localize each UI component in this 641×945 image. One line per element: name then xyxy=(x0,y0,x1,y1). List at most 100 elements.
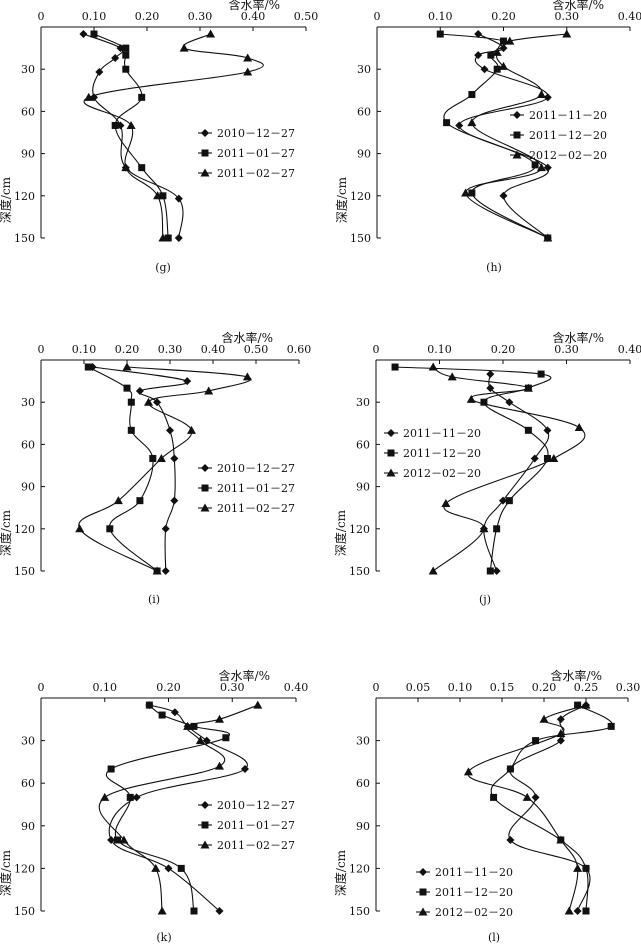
data-point-square xyxy=(487,51,495,59)
y-tick-label: 60 xyxy=(21,777,35,790)
data-point-triangle xyxy=(564,906,574,915)
data-point-diamond xyxy=(174,234,183,242)
data-point-triangle xyxy=(543,233,553,242)
data-point-diamond xyxy=(161,524,170,533)
y-tick-label: 60 xyxy=(356,777,370,790)
y-tick-label: 150 xyxy=(350,232,371,245)
chart-panel-j: 0 0.10 0.20 0.30 0.40 30 60 90 120 150 含水率/% 深度/cm 2… xyxy=(333,330,641,606)
chart-panel-g: 0 0.10 0.20 0.30 0.40 0.50 30 60 90 120 150 含水率/% 深度… xyxy=(0,0,318,274)
y-tick-label: 90 xyxy=(357,148,371,161)
data-point-diamond xyxy=(107,836,116,844)
panel-label: (k) xyxy=(156,931,171,944)
legend-marker xyxy=(513,131,521,139)
data-point-triangle xyxy=(144,397,153,406)
data-point-triangle xyxy=(479,524,489,533)
data-point-square xyxy=(127,426,135,434)
y-tick-label: 90 xyxy=(356,481,370,494)
x-tick-label: 0 xyxy=(38,343,45,356)
y-tick-label: 30 xyxy=(21,63,35,76)
series-line xyxy=(98,704,258,912)
data-point-triangle xyxy=(536,90,546,99)
data-point-square xyxy=(486,567,494,575)
data-point-triangle xyxy=(253,700,263,709)
data-point-square xyxy=(480,398,488,406)
data-point-square xyxy=(164,234,172,242)
x-tick-label: 0.30 xyxy=(555,10,580,23)
data-point-square xyxy=(543,454,551,462)
legend-marker xyxy=(201,484,209,492)
data-point-triangle xyxy=(195,736,205,745)
data-point-triangle xyxy=(573,863,583,872)
x-tick-label: 0 xyxy=(38,681,45,694)
y-tick-label: 120 xyxy=(349,862,370,875)
data-point-triangle xyxy=(215,714,224,723)
legend-marker xyxy=(201,821,209,829)
data-point-square xyxy=(537,370,545,378)
data-point-triangle xyxy=(113,496,123,505)
series-line xyxy=(83,33,184,239)
legend-label: 2012－02－20 xyxy=(403,467,481,480)
data-point-square xyxy=(468,189,476,197)
x-tick-label: 0.20 xyxy=(491,343,516,356)
data-point-square xyxy=(222,734,230,742)
x-tick-label: 0.40 xyxy=(241,10,266,23)
legend-marker xyxy=(418,907,428,916)
data-point-triangle xyxy=(441,498,451,507)
x-tick-label: 0.20 xyxy=(135,10,160,23)
series-line xyxy=(92,366,189,572)
x-tick-label: 0 xyxy=(374,10,381,23)
data-point-diamond xyxy=(543,426,552,435)
series-line xyxy=(93,33,169,239)
data-point-diamond xyxy=(499,496,507,505)
data-point-square xyxy=(138,93,146,101)
data-point-diamond xyxy=(153,398,162,407)
data-point-diamond xyxy=(170,496,179,505)
x-tick-label: 0.15 xyxy=(490,681,515,694)
legend-label: 2012－02－20 xyxy=(435,906,513,919)
y-tick-label: 150 xyxy=(349,565,370,578)
data-point-diamond xyxy=(111,53,120,62)
data-point-square xyxy=(122,65,130,73)
y-tick-label: 120 xyxy=(14,190,35,203)
data-point-square xyxy=(443,119,451,127)
data-point-square xyxy=(138,164,146,172)
y-tick-label: 90 xyxy=(21,481,35,494)
legend-marker xyxy=(201,464,209,472)
y-tick-label: 120 xyxy=(350,190,371,203)
series-line xyxy=(508,704,591,912)
data-point-triangle xyxy=(126,120,136,129)
legend-label: 2011－02－27 xyxy=(217,502,295,515)
data-point-diamond xyxy=(241,765,249,773)
data-point-square xyxy=(493,65,501,73)
legend-label: 2011－11－20 xyxy=(403,427,481,440)
x-tick-label: 0.40 xyxy=(201,343,226,356)
data-point-square xyxy=(158,711,166,719)
data-point-triangle xyxy=(153,191,163,200)
y-tick-label: 30 xyxy=(357,63,371,76)
data-point-triangle xyxy=(556,835,566,844)
y-tick-label: 30 xyxy=(21,396,35,409)
x-tick-label: 0.30 xyxy=(220,681,245,694)
data-point-square xyxy=(177,864,185,872)
data-point-diamond xyxy=(161,567,170,575)
data-point-triangle xyxy=(522,792,532,801)
x-axis-label: 含水率/% xyxy=(229,0,280,12)
data-point-square xyxy=(126,793,134,801)
legend-label: 2011－12－20 xyxy=(435,886,513,899)
x-tick-label: 0.10 xyxy=(448,681,473,694)
data-point-square xyxy=(123,384,131,392)
panel-label: (i) xyxy=(148,593,160,606)
panel-label: (j) xyxy=(479,593,491,606)
legend-marker xyxy=(512,150,522,159)
legend-label: 2012－02－20 xyxy=(529,149,607,162)
y-tick-label: 120 xyxy=(349,523,370,536)
y-tick-label: 120 xyxy=(14,523,35,536)
data-point-square xyxy=(136,497,144,505)
data-point-square xyxy=(90,30,98,38)
legend-label: 2011－12－20 xyxy=(403,447,481,460)
data-point-triangle xyxy=(206,29,216,38)
data-point-square xyxy=(532,737,540,745)
data-point-diamond xyxy=(95,68,104,77)
data-point-triangle xyxy=(187,425,196,434)
data-point-square xyxy=(574,701,582,709)
